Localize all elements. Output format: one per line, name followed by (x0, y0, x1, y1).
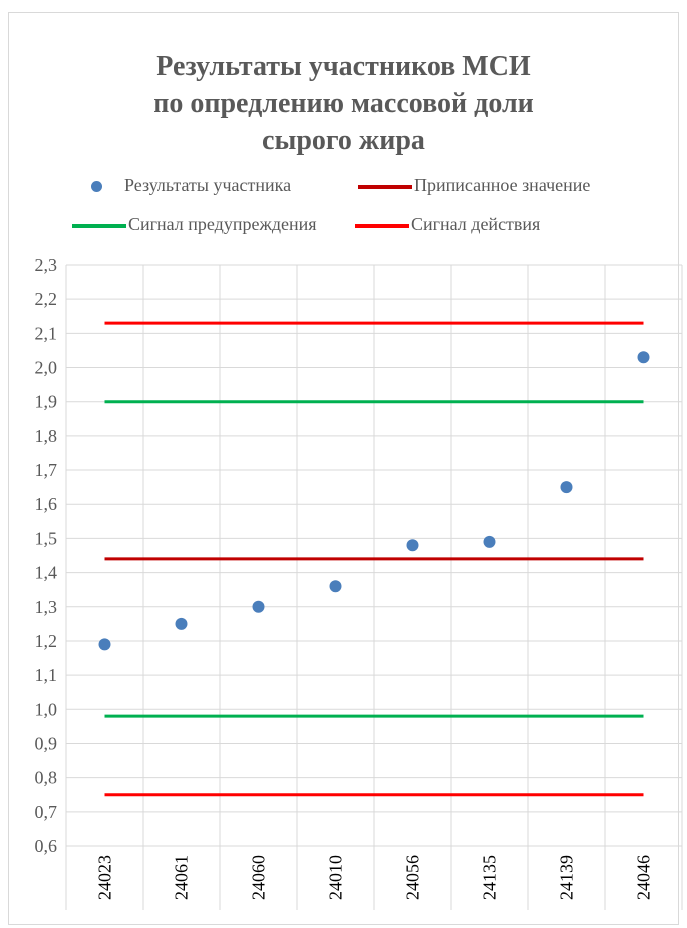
y-tick-label: 0,8 (35, 768, 58, 788)
participant-result-point (637, 351, 650, 364)
legend-label-participants: Результаты участника (124, 175, 292, 195)
participant-result-point (252, 600, 265, 613)
participant-result-point (560, 481, 573, 494)
x-tick-label: 24139 (557, 855, 577, 900)
y-tick-label: 2,3 (35, 255, 58, 275)
y-tick-label: 1,6 (35, 494, 58, 514)
participant-result-point (329, 580, 342, 593)
chart-title-line-2: по опредлению массовой доли (153, 88, 534, 119)
y-tick-label: 1,7 (35, 460, 58, 480)
x-tick-label: 24056 (403, 855, 423, 900)
y-tick-label: 1,9 (35, 392, 58, 412)
participant-result-point (98, 638, 111, 651)
x-tick-label: 24023 (95, 855, 115, 900)
x-tick-label: 24010 (326, 855, 346, 900)
chart-title-line-3: сырого жира (262, 125, 425, 156)
y-tick-label: 2,0 (35, 358, 58, 378)
legend-line-assigned (358, 184, 412, 189)
chart-title-line-1: Результаты участников МСИ (156, 51, 531, 82)
y-tick-label: 1,2 (35, 631, 58, 651)
y-tick-label: 1,3 (35, 597, 58, 617)
participant-result-point (483, 535, 496, 548)
y-tick-label: 2,1 (35, 323, 58, 343)
y-tick-label: 1,1 (35, 665, 58, 685)
legend-line-action (355, 223, 409, 228)
legend-item-assigned: Приписанное значение (358, 174, 590, 196)
x-tick-label: 24046 (634, 855, 654, 900)
legend-line-warning (72, 223, 126, 228)
x-tick-label: 24135 (480, 855, 500, 900)
y-tick-label: 0,9 (35, 733, 58, 753)
legend-item-warning: Сигнал предупреждения (72, 213, 317, 235)
legend-label-warning: Сигнал предупреждения (128, 214, 317, 234)
y-tick-label: 1,5 (35, 528, 58, 548)
chart-title: Результаты участников МСИ по опредлению … (0, 48, 687, 159)
legend-item-action: Сигнал действия (355, 213, 540, 235)
y-tick-label: 1,0 (35, 699, 58, 719)
y-tick-label: 0,7 (35, 802, 58, 822)
y-tick-label: 0,6 (35, 836, 58, 856)
legend-label-assigned: Приписанное значение (414, 175, 591, 195)
participant-result-point (175, 617, 188, 630)
y-tick-label: 2,2 (35, 289, 58, 309)
participant-result-point (406, 539, 419, 552)
chart-frame (8, 12, 679, 925)
x-tick-label: 24061 (172, 855, 192, 900)
y-tick-label: 1,8 (35, 426, 58, 446)
legend-marker-participants (91, 181, 102, 193)
legend-item-participants: Результаты участника (70, 174, 291, 196)
y-tick-label: 1,4 (35, 563, 58, 583)
x-tick-label: 24060 (249, 855, 269, 900)
legend-label-action: Сигнал действия (411, 214, 541, 234)
